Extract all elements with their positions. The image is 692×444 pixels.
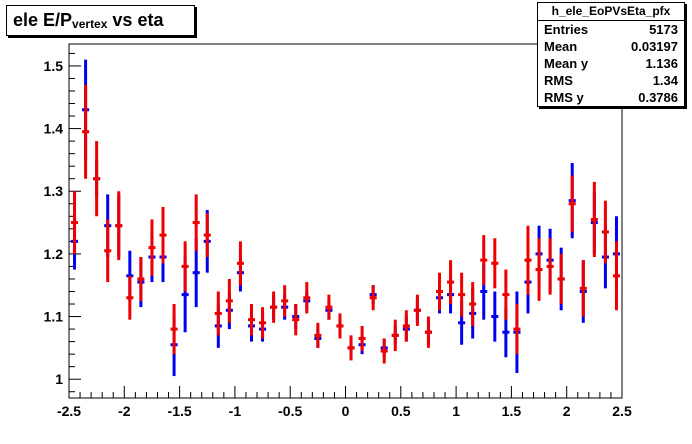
stats-row-mean: Mean 0.03197 [538, 38, 684, 55]
title-subscript: vertex [72, 16, 108, 31]
x-tick-label: 2.5 [612, 403, 632, 419]
data-point-blue [491, 291, 499, 342]
x-tick-label: -1.5 [168, 403, 192, 419]
data-point-red [358, 325, 366, 352]
data-point-red [247, 304, 256, 336]
data-point-red [325, 294, 333, 320]
y-tick-label: 1.3 [44, 183, 64, 199]
data-point-red [71, 191, 79, 254]
data-point-red [568, 175, 576, 232]
data-point-red [435, 272, 444, 311]
stats-value: 0.3786 [638, 90, 678, 105]
x-tick-label: -2 [118, 403, 131, 419]
data-point-red [93, 141, 101, 217]
data-point-red [347, 335, 355, 361]
stats-label: Mean y [544, 56, 589, 71]
data-point-red [270, 291, 278, 323]
data-point-red [391, 319, 399, 352]
stats-label: Mean [544, 39, 578, 54]
data-point-red [612, 241, 620, 311]
data-point-red [137, 257, 145, 301]
data-point-red [203, 213, 211, 258]
x-axis: -2.5 -2 -1.5 -1 -0.5 0 0.5 1 1.5 2 2.5 [57, 386, 632, 419]
data-point-red [170, 304, 178, 355]
stats-label: Entries [544, 22, 589, 37]
data-point-red [413, 294, 421, 326]
stats-label: RMS y [544, 90, 584, 105]
data-point-red [480, 235, 488, 286]
y-tick-label: 1.4 [44, 121, 64, 137]
title-main: ele E/P [13, 10, 73, 30]
y-tick-label: 1 [55, 371, 63, 387]
data-point-red [181, 241, 189, 292]
x-tick-label: 0.5 [391, 403, 411, 419]
y-axis: 1 1.1 1.2 1.3 1.4 1.5 [44, 52, 81, 393]
stats-value: 1.136 [645, 56, 678, 71]
data-point-red [225, 278, 233, 323]
data-point-red [447, 260, 455, 305]
data-point-red [524, 225, 532, 295]
data-point-red [601, 200, 609, 264]
series-blue [71, 59, 620, 377]
data-point-red [491, 238, 499, 289]
data-point-red [82, 84, 90, 179]
data-point-red [104, 219, 112, 283]
stats-value: 0.03197 [631, 39, 678, 54]
data-point-red [148, 219, 156, 276]
data-point-red [380, 338, 388, 364]
data-point-red [546, 238, 554, 295]
stats-value: 5173 [649, 22, 678, 37]
data-point-red [590, 181, 598, 258]
data-point-red [159, 206, 167, 264]
stats-histogram-name: h_ele_EoPVsEta_pfx [538, 3, 684, 21]
series-red [71, 84, 620, 364]
x-tick-label: 1.5 [502, 403, 522, 419]
title-tail: vs eta [107, 10, 164, 30]
y-tick-label: 1.2 [44, 246, 64, 262]
stats-row-mean-y: Mean y 1.136 [538, 55, 684, 72]
stats-row-rms-y: RMS y 0.3786 [538, 89, 684, 106]
data-point-red [236, 241, 244, 286]
x-tick-label: -2.5 [57, 403, 81, 419]
x-tick-label: 1 [452, 403, 460, 419]
data-point-red [303, 282, 311, 314]
data-point-red [557, 253, 565, 305]
data-point-red [513, 304, 521, 355]
data-point-red [115, 191, 123, 261]
y-tick-label: 1.5 [44, 58, 64, 74]
data-point-red [458, 272, 466, 317]
stats-row-rms: RMS 1.34 [538, 72, 684, 89]
data-point-red [402, 310, 410, 342]
x-tick-label: 2 [563, 403, 571, 419]
data-point-red [579, 260, 587, 317]
x-tick-label: 0 [342, 403, 350, 419]
data-point-red [259, 307, 267, 339]
data-point-red [214, 291, 222, 336]
data-point-red [336, 313, 344, 339]
data-point-red [369, 285, 377, 311]
stats-row-entries: Entries 5173 [538, 21, 684, 38]
stats-value: 1.34 [652, 73, 678, 88]
data-point-red [424, 316, 432, 348]
data-point-red [126, 275, 134, 320]
data-point-red [502, 269, 510, 320]
x-tick-label: -1 [229, 403, 242, 419]
x-tick-label: -0.5 [278, 403, 302, 419]
data-point-red [314, 322, 322, 348]
y-tick-label: 1.1 [44, 309, 64, 325]
series-layer [71, 59, 620, 377]
stats-box: h_ele_EoPVsEta_pfx Entries 5173 Mean 0.031… [537, 2, 685, 107]
stats-label: RMS [544, 73, 573, 88]
data-point-red [535, 238, 543, 301]
data-point-red [281, 285, 289, 317]
data-point-red [469, 282, 477, 326]
chart-title: ele E/P vertex vs eta [6, 5, 195, 36]
data-point-red [192, 194, 200, 251]
data-point-red [292, 304, 300, 336]
